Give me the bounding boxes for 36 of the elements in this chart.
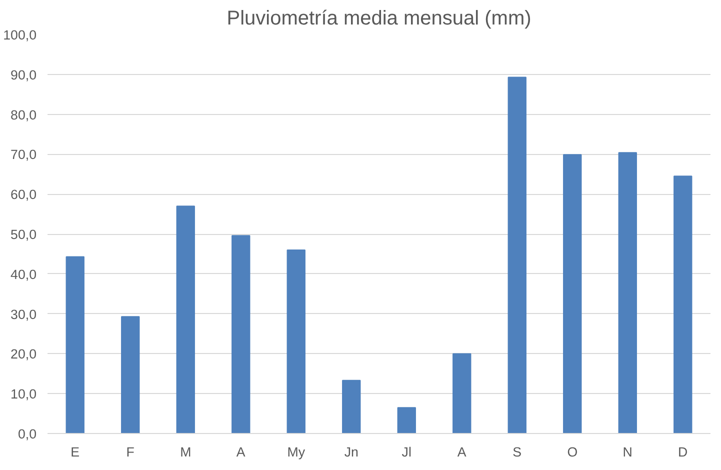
x-tick-label: A	[457, 444, 466, 460]
x-tick-label: N	[622, 444, 632, 460]
y-tick-label: 30,0	[10, 306, 37, 322]
bar	[342, 380, 361, 434]
y-tick-label: 100,0	[3, 28, 37, 42]
bar	[618, 152, 637, 434]
bar	[286, 249, 306, 434]
y-tick-label: 10,0	[10, 386, 37, 402]
y-tick-label: 40,0	[10, 266, 37, 282]
y-tick-label: 80,0	[10, 107, 37, 122]
y-tick-label: 60,0	[10, 187, 37, 202]
x-tick-label: A	[236, 444, 246, 460]
bar	[66, 256, 84, 434]
bar	[176, 206, 195, 434]
y-tick-label: 70,0	[10, 147, 37, 162]
y-tick-label: 50,0	[10, 227, 37, 242]
x-tick-label: Jl	[402, 444, 412, 460]
chart-title: Pluviometría media mensual (mm)	[226, 8, 532, 30]
y-tick-label: 90,0	[10, 67, 37, 82]
x-tick-label: D	[678, 444, 688, 460]
x-tick-label: S	[512, 444, 522, 460]
bar	[674, 176, 692, 434]
x-tick-label: F	[126, 444, 134, 460]
x-tick-label: Jn	[344, 444, 358, 460]
x-tick-label: My	[287, 444, 306, 460]
y-tick-label: 20,0	[10, 346, 37, 362]
bar	[121, 316, 140, 434]
bar	[397, 407, 416, 434]
bar	[232, 235, 250, 434]
x-tick-label: E	[70, 444, 80, 460]
x-tick-label: M	[180, 444, 192, 460]
x-tick-label: O	[567, 444, 578, 460]
y-tick-label: 0,0	[18, 426, 37, 442]
bar	[508, 76, 526, 434]
bar	[563, 154, 582, 434]
bar	[452, 353, 472, 434]
